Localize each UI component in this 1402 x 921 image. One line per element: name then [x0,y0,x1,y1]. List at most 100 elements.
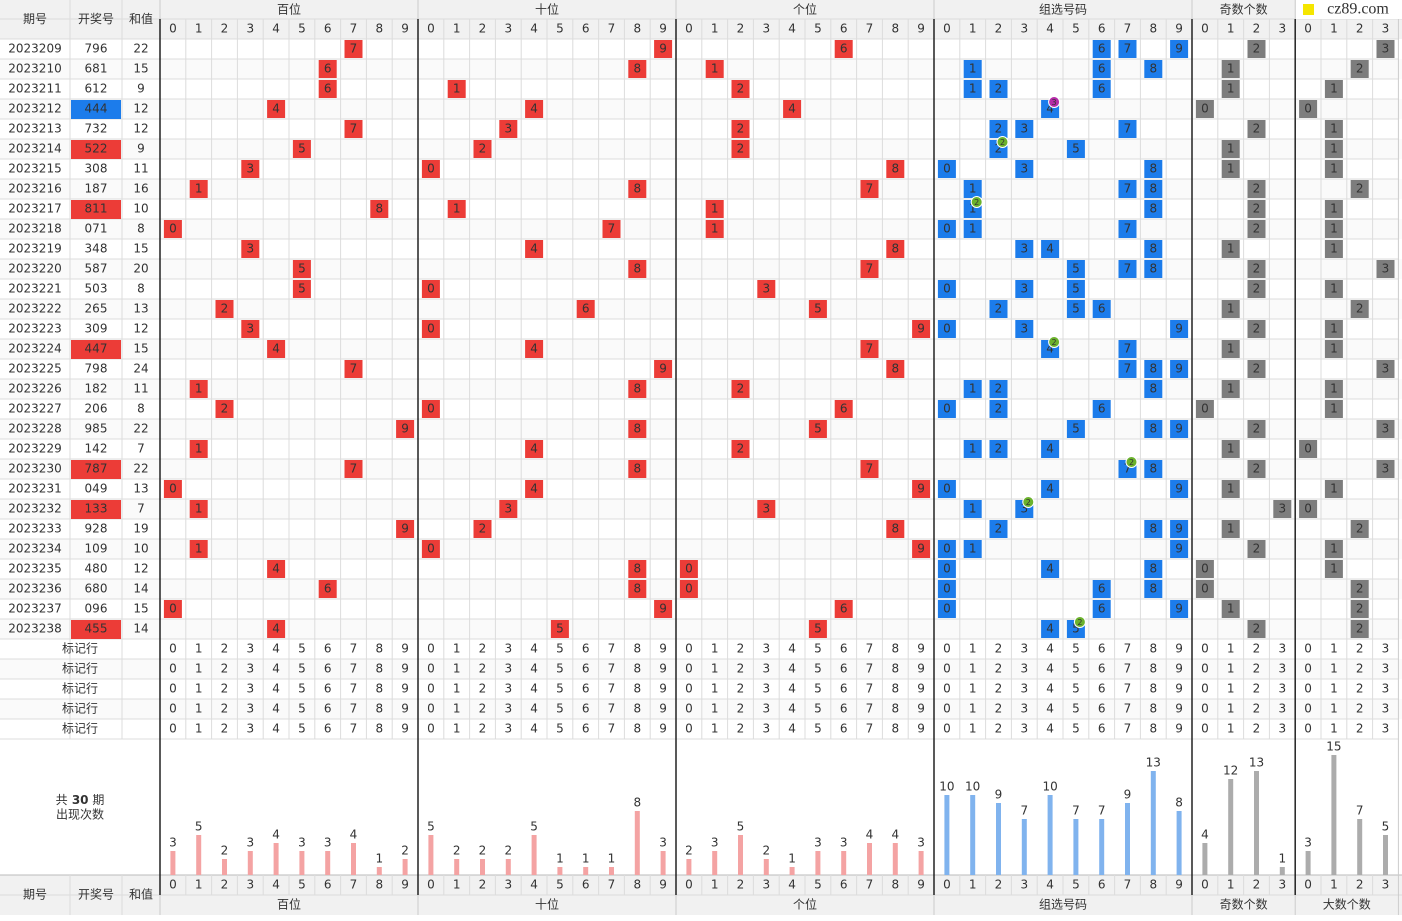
marker-digit: 0 [1304,682,1312,696]
marker-digit: 2 [737,682,745,696]
marker-digit: 8 [375,702,383,716]
digit-footer: 3 [1382,878,1390,892]
draw-number: 681 [85,62,108,76]
digit-cell [1170,420,1189,438]
digit-cell [473,520,492,538]
digit-footer: 1 [711,878,719,892]
digit-footer: 8 [375,878,383,892]
digit-cell [912,480,931,498]
issue: 2023211 [8,82,61,96]
digit-cell [1324,140,1343,158]
digit-cell [525,340,544,358]
digit-cell [963,60,982,78]
digit-cell-label: 1 [711,62,719,76]
count-bar [970,795,976,875]
digit-cell [1247,280,1266,298]
digit-cell-label: 2 [1253,42,1261,56]
digit-cell-label: 1 [969,382,977,396]
digit-header: 0 [943,22,951,36]
marker-digit: 7 [1124,722,1132,736]
marker-digit: 2 [221,702,229,716]
digit-cell-label: 2 [995,302,1003,316]
count-label: 5 [427,820,435,834]
digit-cell [1247,420,1266,438]
digit-cell-label: 3 [762,502,770,516]
digit-cell-label: 2 [1253,462,1261,476]
digit-cell [1221,80,1240,98]
issue: 2023226 [8,382,61,396]
digit-header: 6 [582,22,590,36]
digit-footer: 9 [659,878,667,892]
digit-cell-label: 2 [479,142,487,156]
draw-number: 348 [85,242,108,256]
draw-number: 503 [85,282,108,296]
digit-cell-label: 5 [814,622,822,636]
digit-cell [1350,620,1369,638]
digit-cell-label: 6 [840,42,848,56]
digit-cell-label: 1 [969,62,977,76]
marker-digit: 0 [685,682,693,696]
digit-cell-label: 0 [1201,102,1209,116]
marker-digit: 6 [1098,662,1106,676]
marker-digit: 2 [995,702,1003,716]
digit-header: 0 [685,22,693,36]
digit-cell-label: 4 [1046,342,1054,356]
digit-cell-label: 7 [866,182,874,196]
digit-cell [241,160,260,178]
digit-cell [1376,420,1395,438]
sum: 15 [133,62,148,76]
marker-digit: 1 [195,642,203,656]
digit-footer: 2 [479,878,487,892]
count-label: 5 [1382,820,1390,834]
marker-digit: 8 [891,702,899,716]
repeat-badge [1022,496,1035,508]
draw-number: 612 [85,82,108,96]
marker-digit: 3 [1020,662,1028,676]
marker-digit: 1 [453,662,461,676]
count-bar [376,867,382,875]
marker-digit: 1 [969,702,977,716]
marker-digit: 5 [814,682,822,696]
marker-digit: 3 [504,682,512,696]
digit-header: 3 [762,22,770,36]
digit-footer: 2 [221,878,229,892]
digit-cell [1066,280,1085,298]
digit-cell [937,160,956,178]
digit-cell [525,480,544,498]
digit-footer: 3 [1020,878,1028,892]
digit-cell-label: 8 [1149,582,1157,596]
digit-cell-label: 3 [762,282,770,296]
digit-footer: 5 [1072,878,1080,892]
digit-cell-label: 1 [195,502,203,516]
marker-digit: 2 [479,702,487,716]
marker-digit: 2 [995,642,1003,656]
digit-cell-label: 9 [1175,362,1183,376]
draw-number: 308 [85,162,108,176]
digit-footer: 8 [633,878,641,892]
marker-digit: 6 [582,682,590,696]
marker-digit: 1 [195,722,203,736]
digit-header: 3 [1020,22,1028,36]
marker-digit: 5 [814,642,822,656]
digit-cell-label: 6 [1098,302,1106,316]
digit-footer: 6 [324,878,332,892]
marker-digit: 4 [1046,682,1054,696]
digit-cell [1376,460,1395,478]
marker-digit: 8 [891,662,899,676]
count-label: 7 [1072,804,1080,818]
digit-cell [344,120,363,138]
count-bar [738,835,743,875]
digit-cell [1092,600,1111,618]
count-label: 1 [375,852,383,866]
marker-digit: 3 [762,702,770,716]
marker-digit: 7 [608,662,616,676]
digit-cell-label: 8 [633,262,641,276]
marker-digit: 6 [840,662,848,676]
marker-digit: 2 [1356,662,1364,676]
repeat-badge-label: 3 [1052,98,1057,107]
digit-cell-label: 5 [1072,622,1080,636]
count-label: 7 [1020,804,1028,818]
digit-cell-label: 8 [891,242,899,256]
digit-cell-label: 1 [711,222,719,236]
digit-footer: 4 [1046,878,1054,892]
